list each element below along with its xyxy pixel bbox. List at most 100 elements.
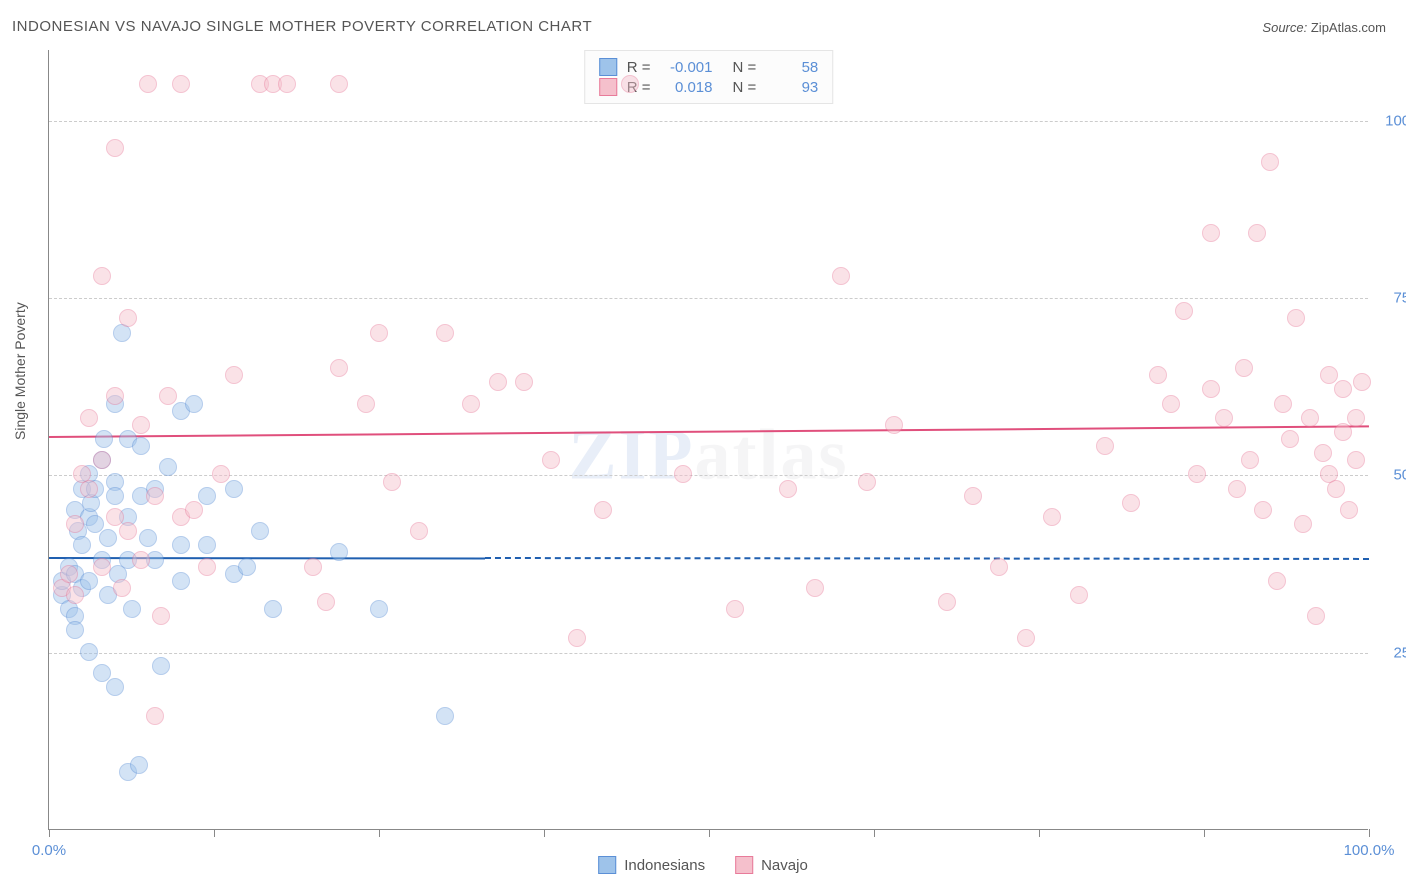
data-point xyxy=(66,586,84,604)
x-tick xyxy=(49,829,50,837)
data-point xyxy=(1268,572,1286,590)
data-point xyxy=(119,309,137,327)
stat-r-label: R = xyxy=(627,59,651,76)
legend-swatch xyxy=(735,856,753,874)
data-point xyxy=(106,678,124,696)
data-point xyxy=(80,643,98,661)
data-point xyxy=(93,451,111,469)
data-point xyxy=(1353,373,1371,391)
data-point xyxy=(106,508,124,526)
data-point xyxy=(489,373,507,391)
data-point xyxy=(123,600,141,618)
data-point xyxy=(370,324,388,342)
data-point xyxy=(990,558,1008,576)
data-point xyxy=(1334,423,1352,441)
data-point xyxy=(99,529,117,547)
data-point xyxy=(66,621,84,639)
data-point xyxy=(1287,309,1305,327)
data-point xyxy=(106,387,124,405)
legend-swatch xyxy=(599,78,617,96)
data-point xyxy=(1228,480,1246,498)
data-point xyxy=(185,501,203,519)
data-point xyxy=(1215,409,1233,427)
data-point xyxy=(264,600,282,618)
data-point xyxy=(159,458,177,476)
x-tick xyxy=(214,829,215,837)
stat-n-value: 58 xyxy=(766,59,818,76)
data-point xyxy=(93,267,111,285)
data-point xyxy=(674,465,692,483)
stat-n-value: 93 xyxy=(766,79,818,96)
stat-r-value: 0.018 xyxy=(661,79,713,96)
y-tick-label: 75.0% xyxy=(1376,290,1406,307)
data-point xyxy=(113,579,131,597)
data-point xyxy=(95,430,113,448)
data-point xyxy=(1017,629,1035,647)
data-point xyxy=(93,558,111,576)
data-point xyxy=(621,75,639,93)
data-point xyxy=(86,515,104,533)
data-point xyxy=(330,359,348,377)
x-tick xyxy=(709,829,710,837)
data-point xyxy=(159,387,177,405)
data-point xyxy=(1327,480,1345,498)
source-value: ZipAtlas.com xyxy=(1311,20,1386,35)
x-tick-label: 0.0% xyxy=(32,842,66,859)
data-point xyxy=(594,501,612,519)
x-tick xyxy=(1039,829,1040,837)
data-point xyxy=(304,558,322,576)
legend-item: Navajo xyxy=(735,856,808,874)
legend-label: Indonesians xyxy=(624,857,705,874)
data-point xyxy=(238,558,256,576)
data-point xyxy=(1334,380,1352,398)
data-point xyxy=(832,267,850,285)
data-point xyxy=(410,522,428,540)
data-point xyxy=(370,600,388,618)
data-point xyxy=(1281,430,1299,448)
data-point xyxy=(1347,451,1365,469)
data-point xyxy=(1149,366,1167,384)
y-tick-label: 25.0% xyxy=(1376,644,1406,661)
x-tick xyxy=(379,829,380,837)
data-point xyxy=(1235,359,1253,377)
y-axis-label: Single Mother Poverty xyxy=(12,302,28,440)
trend-line-indonesians xyxy=(49,557,485,559)
gridline-h xyxy=(49,475,1368,476)
data-point xyxy=(172,572,190,590)
data-point xyxy=(80,572,98,590)
y-tick-label: 100.0% xyxy=(1376,112,1406,129)
data-point xyxy=(172,75,190,93)
source-label: Source: xyxy=(1262,20,1307,35)
source-attribution: Source: ZipAtlas.com xyxy=(1262,20,1386,35)
data-point xyxy=(1274,395,1292,413)
data-point xyxy=(185,395,203,413)
data-point xyxy=(152,607,170,625)
legend-swatch xyxy=(599,58,617,76)
data-point xyxy=(1294,515,1312,533)
data-point xyxy=(1096,437,1114,455)
data-point xyxy=(80,409,98,427)
watermark: ZIPatlas xyxy=(568,414,848,497)
data-point xyxy=(139,75,157,93)
data-point xyxy=(278,75,296,93)
data-point xyxy=(330,75,348,93)
data-point xyxy=(146,487,164,505)
x-tick-label: 100.0% xyxy=(1344,842,1395,859)
data-point xyxy=(806,579,824,597)
data-point xyxy=(1347,409,1365,427)
data-point xyxy=(146,707,164,725)
data-point xyxy=(436,707,454,725)
data-point xyxy=(93,664,111,682)
data-point xyxy=(383,473,401,491)
data-point xyxy=(106,487,124,505)
data-point xyxy=(73,536,91,554)
data-point xyxy=(726,600,744,618)
data-point xyxy=(119,522,137,540)
data-point xyxy=(139,529,157,547)
data-point xyxy=(225,366,243,384)
gridline-h xyxy=(49,298,1368,299)
data-point xyxy=(1261,153,1279,171)
stats-row: R =-0.001N =58 xyxy=(599,57,819,77)
data-point xyxy=(80,480,98,498)
data-point xyxy=(130,756,148,774)
